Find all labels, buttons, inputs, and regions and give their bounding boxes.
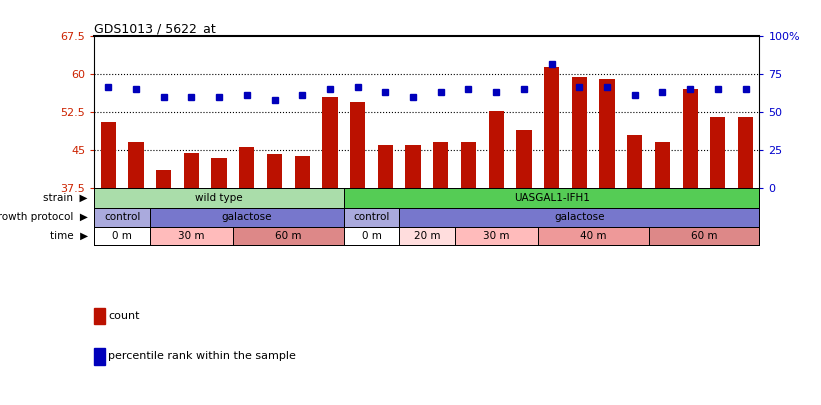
Text: 20 m: 20 m <box>414 231 440 241</box>
Bar <box>738 117 753 188</box>
Text: wild type: wild type <box>195 193 243 203</box>
Bar <box>378 145 393 188</box>
Text: 30 m: 30 m <box>483 231 510 241</box>
Bar <box>488 111 504 188</box>
Bar <box>267 154 282 188</box>
Bar <box>344 188 759 208</box>
Bar <box>766 125 781 188</box>
Bar <box>516 130 531 188</box>
Bar <box>433 143 448 188</box>
Text: 40 m: 40 m <box>580 231 607 241</box>
Bar <box>184 153 199 188</box>
Text: count: count <box>108 311 140 321</box>
Bar <box>150 208 344 226</box>
Bar <box>212 158 227 188</box>
Bar <box>101 122 116 188</box>
Text: growth protocol  ▶: growth protocol ▶ <box>0 212 88 222</box>
Bar <box>156 170 172 188</box>
Bar <box>128 143 144 188</box>
Bar <box>94 188 344 208</box>
Bar <box>399 208 759 226</box>
Text: control: control <box>104 212 140 222</box>
Bar <box>571 77 587 188</box>
Bar <box>649 226 759 245</box>
Bar <box>406 145 420 188</box>
Bar <box>455 226 538 245</box>
Text: percentile rank within the sample: percentile rank within the sample <box>108 352 296 361</box>
Bar <box>350 102 365 188</box>
Text: galactose: galactose <box>222 212 272 222</box>
Bar <box>94 208 150 226</box>
Bar <box>323 97 337 188</box>
Text: 0 m: 0 m <box>361 231 382 241</box>
Text: 60 m: 60 m <box>275 231 301 241</box>
Text: UASGAL1-IFH1: UASGAL1-IFH1 <box>514 193 589 203</box>
Text: galactose: galactose <box>554 212 604 222</box>
Bar <box>150 226 233 245</box>
Bar <box>239 147 255 188</box>
Bar <box>682 90 698 188</box>
Bar <box>710 117 726 188</box>
Text: 0 m: 0 m <box>112 231 132 241</box>
Bar <box>295 156 310 188</box>
Text: control: control <box>353 212 390 222</box>
Bar <box>599 79 615 188</box>
Text: 30 m: 30 m <box>178 231 204 241</box>
Text: GDS1013 / 5622_at: GDS1013 / 5622_at <box>94 22 216 35</box>
Bar <box>344 226 399 245</box>
Bar <box>544 67 559 188</box>
Text: 60 m: 60 m <box>690 231 718 241</box>
Bar <box>627 135 642 188</box>
Bar <box>655 143 670 188</box>
Bar <box>233 226 344 245</box>
Bar <box>461 143 476 188</box>
Bar <box>94 226 150 245</box>
Bar <box>399 226 455 245</box>
Bar <box>538 226 649 245</box>
Text: time  ▶: time ▶ <box>49 231 88 241</box>
Text: strain  ▶: strain ▶ <box>44 193 88 203</box>
Bar <box>344 208 399 226</box>
